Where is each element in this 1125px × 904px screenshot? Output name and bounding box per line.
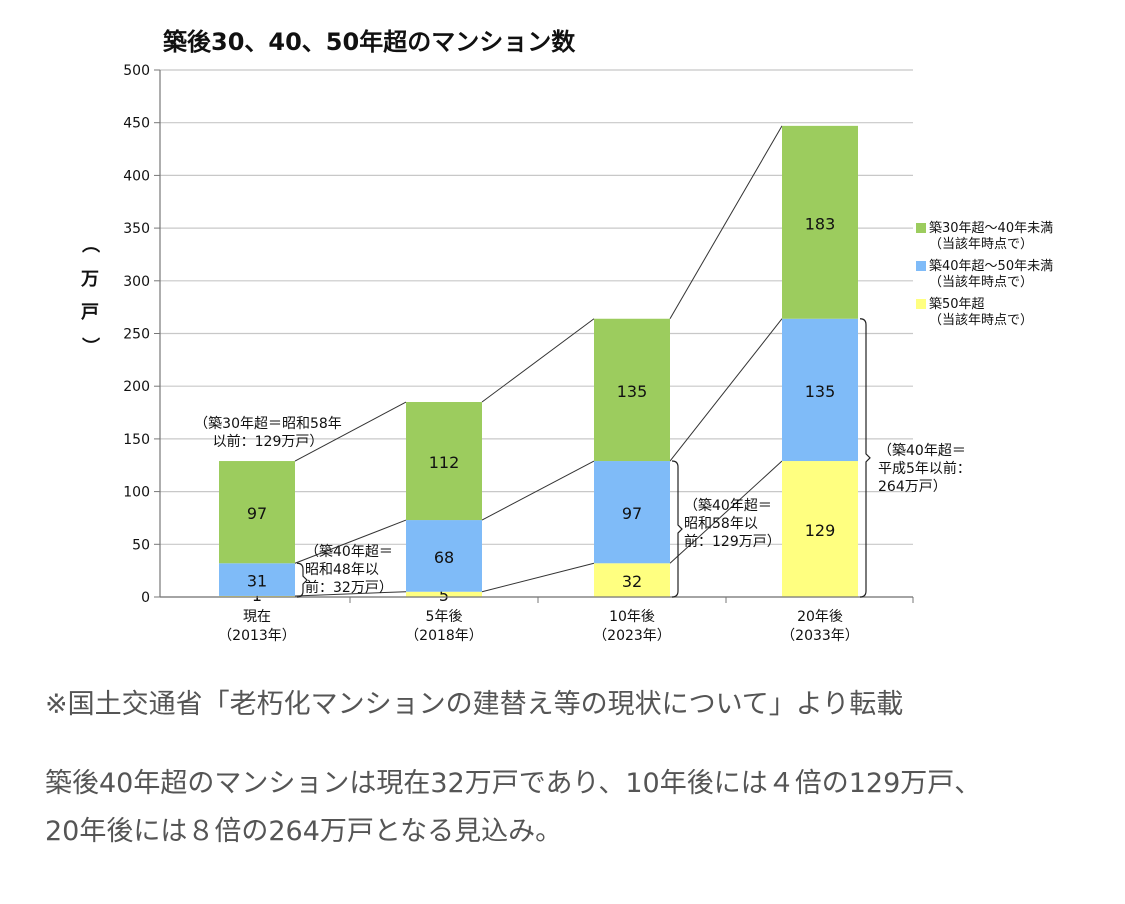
y-tick-label: 400 (123, 168, 150, 184)
y-tick-label: 100 (123, 485, 150, 501)
annotation-text: 平成5年以前： (878, 460, 971, 477)
x-tick-label: 20年後 (797, 609, 843, 625)
x-tick-label: （2033年） (781, 628, 859, 644)
bar-segment (406, 520, 482, 592)
x-tick-label: （2023年） (593, 628, 671, 644)
legend-swatch (916, 261, 926, 271)
legend-label: 築30年超〜40年未満 (929, 221, 1053, 236)
bar-segment (219, 563, 295, 596)
x-tick-label: 現在 (243, 609, 271, 625)
y-axis-label-char: 戸 (81, 302, 99, 323)
y-tick-label: 150 (123, 432, 150, 448)
legend-label: 築50年超 (929, 297, 985, 312)
bars: 131975681123297135129135183 (219, 125, 858, 605)
annotation-text: （築40年超＝ (878, 443, 966, 459)
bar-segment (782, 318, 858, 462)
connector-lines (294, 125, 783, 597)
annotation-text: （築40年超＝ (684, 498, 772, 514)
annotation-text: 昭和48年以 (305, 562, 379, 578)
summary-line: 築後40年超のマンションは現在32万戸であり、10年後には４倍の129万戸、 (45, 768, 982, 799)
y-axis-label-char: ） (79, 337, 100, 355)
y-axis: 0 50 100 150 200 250 300 350 400 450 500 (123, 63, 161, 606)
legend-label: （当該年時点で） (929, 236, 1033, 252)
data-label: 135 (805, 382, 836, 401)
y-tick-label: 500 (123, 63, 150, 79)
data-label: 183 (805, 214, 836, 233)
y-axis-label-char: 万 (80, 269, 99, 290)
y-axis-label: （ 万戸 ） (79, 235, 100, 355)
brackets (296, 318, 871, 598)
bracket (859, 318, 871, 598)
stacked-bar-chart: 築後30、40、50年超のマンション数 0 50 100 150 200 250 300 35… (79, 28, 1053, 644)
x-tick-label: （2018年） (405, 628, 483, 644)
connector-line (669, 460, 783, 564)
x-axis: 現在 （2013年） 5年後 （2018年） 10年後 （2023年） 20年後 （2033年… (160, 596, 914, 644)
y-tick-label: 300 (123, 274, 150, 290)
bar-segment (406, 591, 482, 597)
source-caption: ※国土交通省「老朽化マンションの建替え等の現状について」より転載 (45, 689, 904, 720)
connector-line (481, 318, 595, 403)
bar-segment (406, 402, 482, 521)
bar-segment (594, 563, 670, 597)
bar-segment (594, 461, 670, 564)
annotation-text: 264万戸） (878, 479, 947, 495)
annotation-text: 前：32万戸） (305, 579, 393, 596)
legend-swatch (916, 299, 926, 309)
summary-text: 築後40年超のマンションは現在32万戸であり、10年後には４倍の129万戸、 2… (45, 760, 1095, 856)
data-label: 129 (805, 521, 836, 540)
data-label: 97 (622, 504, 642, 523)
bar-segment (219, 461, 295, 564)
data-label: 97 (247, 504, 267, 523)
connector-line (481, 562, 595, 593)
y-tick-label: 0 (141, 590, 150, 606)
connector-line (294, 519, 407, 564)
x-tick-label: 10年後 (609, 609, 655, 625)
bar-segment (782, 461, 858, 597)
connector-line (669, 318, 783, 462)
connector-line (669, 125, 783, 319)
annotation-text: （築40年超＝ (305, 544, 393, 560)
legend-label: （当該年時点で） (929, 274, 1033, 290)
connector-line (294, 401, 407, 462)
bar-segment (594, 318, 670, 462)
bracket (296, 562, 308, 598)
legend-label: （当該年時点で） (929, 312, 1033, 328)
annotation-text: 前：129万戸） (684, 533, 781, 550)
data-label: 31 (247, 572, 267, 591)
y-tick-label: 450 (123, 116, 150, 132)
y-tick-label: 350 (123, 221, 150, 237)
connector-line (294, 591, 407, 597)
annotation-text: （築30年超＝昭和58年 (194, 416, 342, 432)
bracket (671, 460, 683, 598)
x-tick-label: 5年後 (426, 609, 463, 625)
data-label: 5 (439, 586, 449, 605)
legend-swatch (916, 223, 926, 233)
data-label: 32 (622, 572, 642, 591)
bar-segment (782, 125, 858, 319)
y-tick-label: 250 (123, 327, 150, 343)
x-tick-label: （2013年） (218, 628, 296, 644)
y-tick-label: 200 (123, 379, 150, 395)
data-label: 135 (617, 382, 648, 401)
y-tick-label: 50 (132, 537, 150, 553)
y-axis-label-char: （ (79, 235, 100, 253)
annotation-text: 昭和58年以 (684, 516, 758, 532)
summary-line: 20年後には８倍の264万戸となる見込み。 (45, 816, 563, 847)
data-label: 112 (429, 453, 460, 472)
connector-line (481, 460, 595, 521)
legend: 築30年超〜40年未満（当該年時点で）築40年超〜50年未満（当該年時点で）築5… (916, 221, 1053, 328)
data-label: 68 (434, 548, 454, 567)
legend-label: 築40年超〜50年未満 (929, 259, 1053, 274)
annotation-text: 以前：129万戸） (213, 433, 324, 450)
chart-title: 築後30、40、50年超のマンション数 (162, 28, 576, 56)
